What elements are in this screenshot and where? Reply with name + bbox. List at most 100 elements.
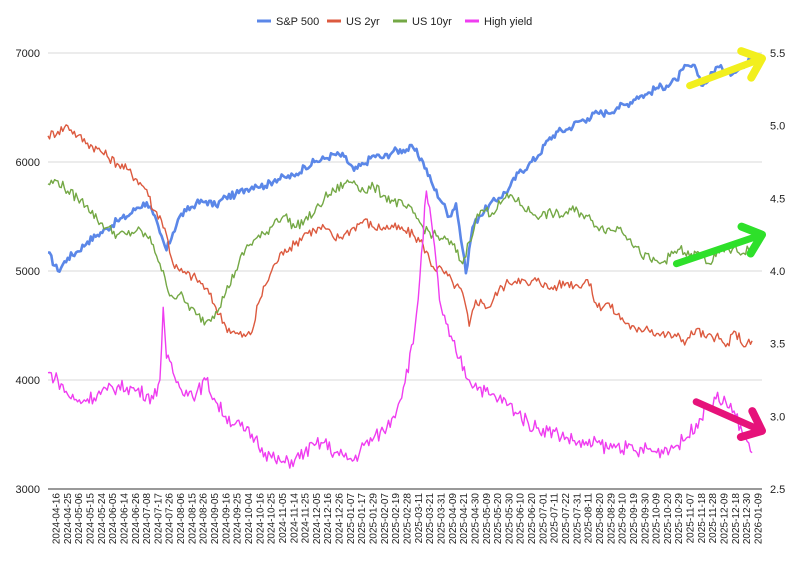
legend-item: High yield [465, 16, 532, 28]
left-tick-label: 5000 [16, 266, 40, 278]
chart-legend: S&P 500 US 2yr US 10yr High yield [257, 16, 532, 28]
x-tick-label: 2025-02-28 [403, 493, 414, 545]
x-tick-label: 2024-11-05 [278, 493, 289, 544]
series-line-us-2yr [47, 124, 753, 348]
x-tick-label: 2025-12-30 [742, 493, 753, 545]
x-tick-label: 2025-01-29 [369, 493, 380, 545]
x-tick-label: 2025-09-10 [618, 493, 629, 545]
x-tick-label: 2024-09-16 [221, 493, 232, 545]
left-tick-label: 3000 [16, 484, 40, 496]
x-tick-label: 2025-01-07 [346, 493, 357, 545]
x-tick-label: 2024-05-15 [85, 493, 96, 545]
x-tick-label: 2025-11-28 [708, 493, 719, 544]
legend-label: US 2yr [346, 16, 380, 28]
left-tick-label: 7000 [16, 48, 40, 60]
x-tick-label: 2025-11-07 [686, 493, 697, 544]
x-tick-label: 2025-07-01 [538, 493, 549, 545]
x-tick-label: 2025-04-21 [459, 493, 470, 545]
left-tick-label: 4000 [16, 375, 40, 387]
grid-lines [48, 52, 762, 490]
legend-label: S&P 500 [276, 16, 319, 28]
x-tick-label: 2024-05-24 [97, 493, 108, 545]
x-tick-label: 2025-05-09 [482, 493, 493, 545]
yellow-arrow-head [737, 47, 766, 82]
x-tick-label: 2025-03-31 [436, 493, 447, 545]
legend-label: US 10yr [412, 16, 452, 28]
x-tick-label: 2025-09-30 [640, 493, 651, 545]
x-tick-label: 2024-05-06 [74, 493, 85, 545]
legend-item: US 2yr [327, 16, 380, 28]
x-tick-label: 2026-01-09 [754, 493, 765, 545]
x-tick-label: 2024-11-14 [289, 493, 300, 544]
pink-arrow-head [736, 407, 766, 442]
x-tick-label: 2025-11-18 [697, 493, 708, 544]
x-tick-label: 2024-08-06 [176, 493, 187, 545]
x-tick-label: 2025-12-18 [731, 493, 742, 545]
x-tick-label: 2025-01-17 [357, 493, 368, 545]
x-tick-label: 2025-02-19 [391, 493, 402, 545]
left-y-axis: 3000 4000 5000 6000 7000 [16, 48, 40, 496]
x-tick-label: 2024-10-25 [267, 493, 278, 545]
legend-item: US 10yr [393, 16, 452, 28]
x-tick-label: 2025-03-21 [425, 493, 436, 545]
x-tick-label: 2024-04-25 [63, 493, 74, 545]
green-arrow-shaft [672, 231, 766, 268]
x-tick-label: 2025-10-09 [652, 493, 663, 545]
x-tick-label: 2025-10-20 [663, 493, 674, 545]
x-tick-label: 2024-06-05 [108, 493, 119, 545]
x-tick-label: 2024-04-16 [52, 493, 63, 545]
x-tick-label: 2024-08-26 [199, 493, 210, 545]
annotation-arrows [672, 47, 766, 442]
x-tick-label: 2024-12-05 [312, 493, 323, 545]
series-line-s-p-500 [47, 55, 754, 275]
x-tick-label: 2025-04-09 [448, 493, 459, 545]
x-tick-label: 2024-10-04 [244, 493, 255, 545]
yellow-arrow-shaft [686, 54, 766, 90]
x-tick-label: 2024-07-17 [153, 493, 164, 545]
x-tick-label: 2024-09-05 [210, 493, 221, 545]
series-line-us-10yr [47, 178, 753, 326]
x-tick-label: 2024-09-25 [233, 493, 244, 545]
x-tick-label: 2024-10-16 [255, 493, 266, 545]
x-tick-label: 2024-06-14 [119, 493, 130, 545]
series-lines [47, 55, 754, 469]
right-y-axis: 2.5 3.0 3.5 4.0 4.5 5.0 5.5 [770, 48, 785, 496]
right-tick-label: 4.0 [770, 266, 785, 278]
x-tick-label: 2025-08-20 [595, 493, 606, 545]
x-tick-label: 2024-12-16 [323, 493, 334, 545]
x-tick-label: 2025-05-20 [493, 493, 504, 545]
green-arrow-head [737, 222, 766, 258]
right-tick-label: 3.5 [770, 339, 785, 351]
right-tick-label: 5.5 [770, 48, 785, 60]
x-tick-label: 2025-02-07 [380, 493, 391, 545]
x-tick-label: 2025-08-29 [606, 493, 617, 545]
x-tick-label: 2025-04-30 [470, 493, 481, 545]
x-tick-label: 2024-08-15 [187, 493, 198, 545]
x-tick-label: 2025-07-11 [550, 493, 561, 544]
x-tick-label: 2024-07-26 [165, 493, 176, 545]
legend-label: High yield [484, 16, 532, 28]
series-line-high-yield [47, 190, 753, 469]
x-tick-label: 2024-06-26 [131, 493, 142, 545]
right-tick-label: 3.0 [770, 411, 785, 423]
x-tick-label: 2024-11-25 [301, 493, 312, 544]
x-tick-label: 2025-03-11 [414, 493, 425, 544]
x-axis: 2024-04-16 2024-04-25 2024-05-06 2024-05-15… [48, 488, 765, 545]
x-tick-label: 2025-08-11 [584, 493, 595, 544]
x-tick-label: 2025-07-22 [561, 493, 572, 545]
x-tick-label: 2025-09-19 [629, 493, 640, 545]
x-tick-label: 2025-07-31 [572, 493, 583, 545]
x-tick-label: 2024-12-26 [335, 493, 346, 545]
x-tick-label: 2025-06-10 [516, 493, 527, 545]
x-tick-label: 2025-12-09 [720, 493, 731, 545]
right-tick-label: 5.0 [770, 121, 785, 133]
pink-arrow-shaft [692, 398, 766, 435]
right-tick-label: 2.5 [770, 484, 785, 496]
legend-item: S&P 500 [257, 16, 319, 28]
x-tick-label: 2025-05-30 [504, 493, 515, 545]
x-tick-label: 2025-10-29 [674, 493, 685, 545]
x-tick-label: 2025-06-20 [527, 493, 538, 545]
x-tick-label: 2024-07-08 [142, 493, 153, 545]
left-tick-label: 6000 [16, 157, 40, 169]
